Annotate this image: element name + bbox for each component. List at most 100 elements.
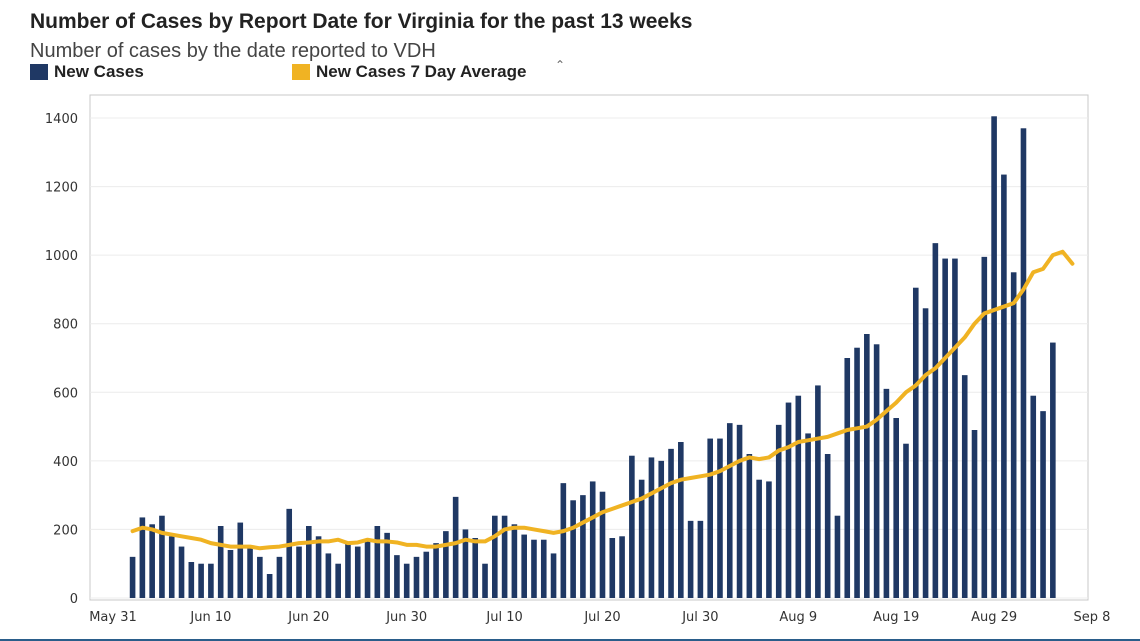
new-cases-bar: [276, 556, 283, 598]
new-cases-bar: [981, 256, 988, 598]
new-cases-bar: [540, 539, 547, 598]
new-cases-bar: [922, 308, 929, 598]
new-cases-bar: [658, 460, 665, 598]
new-cases-bar: [844, 358, 851, 598]
new-cases-bar: [423, 551, 430, 598]
y-tick-label: 600: [53, 386, 78, 401]
chart-title: Number of Cases by Report Date for Virgi…: [30, 10, 693, 33]
new-cases-bar: [648, 457, 655, 598]
new-cases-bar: [325, 553, 332, 598]
legend-label-average: New Cases 7 Day Average: [316, 62, 527, 81]
x-tick-label: Jul 20: [583, 610, 620, 625]
new-cases-bar: [961, 375, 968, 598]
new-cases-bar: [756, 479, 762, 598]
new-cases-bar: [521, 534, 527, 598]
new-cases-bar: [834, 515, 841, 598]
new-cases-bar: [188, 562, 195, 598]
new-cases-bar: [433, 543, 439, 598]
new-cases-bar: [257, 556, 263, 598]
legend-label-new-cases: New Cases: [54, 62, 144, 81]
new-cases-bar: [413, 556, 420, 598]
new-cases-bar: [912, 287, 919, 598]
new-cases-bar: [942, 258, 948, 598]
new-cases-bar: [580, 495, 586, 598]
new-cases-bar: [697, 520, 704, 598]
new-cases-bar: [678, 442, 684, 598]
new-cases-bar: [687, 520, 694, 598]
new-cases-bar: [462, 529, 469, 598]
x-tick-label: Jun 10: [189, 610, 231, 625]
new-cases-bar: [952, 258, 958, 598]
legend-swatch-new-cases: [30, 64, 48, 80]
new-cases-bar: [785, 402, 792, 598]
new-cases-bar: [198, 563, 204, 598]
x-tick-label: Jun 20: [287, 610, 329, 625]
new-cases-bar: [854, 347, 860, 598]
y-tick-label: 400: [53, 455, 78, 470]
new-cases-bar: [1001, 174, 1007, 598]
new-cases-bar: [296, 546, 302, 598]
new-cases-bar: [707, 438, 713, 598]
new-cases-bar: [452, 496, 459, 598]
new-cases-bar: [873, 344, 880, 598]
new-cases-bar: [345, 543, 351, 598]
x-tick-label: Jul 10: [485, 610, 522, 625]
new-cases-bar: [443, 531, 449, 598]
new-cases-bar: [159, 515, 165, 598]
new-cases-bar: [550, 553, 557, 598]
new-cases-bar: [893, 418, 899, 598]
new-cases-bar: [227, 550, 234, 598]
plot-frame: [89, 94, 1089, 601]
new-cases-bar: [824, 454, 831, 598]
new-cases-bar: [208, 563, 214, 598]
chart-legend: New Cases New Cases 7 Day Average: [30, 62, 590, 82]
new-cases-bar: [501, 515, 508, 598]
new-cases-bar: [864, 334, 870, 598]
new-cases-bar: [805, 433, 811, 598]
new-cases-bar: [266, 574, 273, 598]
new-cases-bar: [971, 430, 978, 598]
new-cases-bar: [1030, 395, 1037, 598]
new-cases-bar: [903, 443, 909, 598]
x-tick-label: Aug 29: [971, 610, 1017, 625]
new-cases-bar: [394, 555, 400, 598]
new-cases-bar: [168, 536, 175, 598]
new-cases-bar: [766, 481, 772, 598]
new-cases-bar: [472, 538, 479, 598]
y-tick-label: 0: [70, 592, 78, 607]
legend-swatch-average: [292, 64, 310, 80]
new-cases-bar: [815, 385, 821, 598]
legend-item-average: New Cases 7 Day Average: [292, 62, 526, 82]
new-cases-bar: [306, 526, 312, 598]
new-cases-bar: [726, 423, 733, 598]
new-cases-bar: [717, 438, 723, 598]
cursor-icon: ⌃: [555, 58, 566, 72]
new-cases-bar: [1040, 411, 1046, 598]
new-cases-bar: [775, 424, 782, 598]
new-cases-bar: [589, 481, 596, 598]
y-tick-label: 1200: [45, 181, 78, 196]
new-cases-bar: [178, 546, 185, 598]
new-cases-bar: [335, 563, 341, 598]
new-cases-bar: [403, 563, 410, 598]
new-cases-bar: [795, 395, 802, 598]
x-tick-label: Sep 8: [1074, 610, 1111, 625]
new-cases-bar: [746, 454, 753, 598]
x-tick-label: May 31: [89, 610, 137, 625]
new-cases-bar: [1050, 342, 1056, 598]
new-cases-bar: [384, 532, 390, 598]
new-cases-bar: [991, 116, 997, 598]
new-cases-bar: [629, 455, 635, 598]
new-cases-bar: [482, 563, 488, 598]
x-tick-label: Jun 30: [385, 610, 427, 625]
x-tick-label: Aug 19: [873, 610, 919, 625]
new-cases-bar: [511, 524, 518, 598]
new-cases-bar: [374, 526, 381, 598]
new-cases-bar: [531, 539, 537, 598]
new-cases-bar: [668, 448, 674, 598]
y-tick-label: 200: [53, 523, 78, 538]
new-cases-bar: [638, 479, 645, 598]
new-cases-bar: [619, 536, 625, 598]
new-cases-bar: [1010, 272, 1017, 598]
